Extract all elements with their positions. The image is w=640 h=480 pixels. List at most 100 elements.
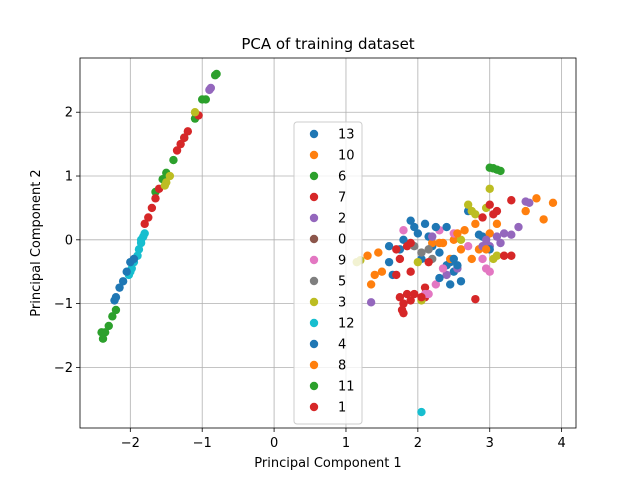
legend-marker <box>309 402 319 412</box>
legend-marker <box>309 150 319 160</box>
data-point <box>463 200 473 209</box>
data-point <box>399 308 408 318</box>
data-point <box>453 229 462 238</box>
data-point <box>110 296 119 305</box>
data-point <box>492 219 502 229</box>
data-point <box>183 127 193 136</box>
data-point <box>406 296 415 305</box>
data-point <box>456 245 466 254</box>
data-point <box>449 235 458 245</box>
data-point <box>499 229 509 238</box>
data-point <box>499 251 509 260</box>
data-point <box>485 229 494 238</box>
data-point <box>492 232 502 241</box>
series-2 <box>366 197 534 307</box>
data-point <box>485 267 494 276</box>
data-point <box>417 248 426 257</box>
data-point <box>456 277 466 286</box>
legend-label: 0 <box>338 233 346 248</box>
data-point <box>144 213 153 222</box>
data-point <box>496 166 505 176</box>
data-point <box>406 238 415 248</box>
legend-label: 5 <box>338 275 346 290</box>
data-point <box>496 238 505 248</box>
data-point <box>98 334 108 343</box>
data-point <box>97 328 106 337</box>
legend-label: 2 <box>338 212 346 227</box>
data-point <box>210 71 220 80</box>
data-point <box>122 267 131 276</box>
data-point <box>481 235 491 245</box>
data-point <box>180 133 189 142</box>
data-point <box>413 257 423 267</box>
data-point <box>392 270 401 280</box>
data-point <box>431 280 441 289</box>
x-tick-label: 3 <box>486 436 494 451</box>
x-tick-label: 1 <box>342 436 350 451</box>
legend-label: 13 <box>338 128 355 143</box>
data-point <box>399 235 408 245</box>
data-point <box>489 164 498 173</box>
data-point <box>507 196 516 205</box>
data-point <box>363 251 372 260</box>
legend-marker <box>309 192 319 202</box>
series-4 <box>110 254 139 305</box>
data-point <box>136 235 146 245</box>
data-point <box>410 289 419 299</box>
legend-label: 4 <box>338 338 346 353</box>
series-3 <box>160 108 200 190</box>
data-point <box>115 283 124 292</box>
data-point <box>399 226 408 235</box>
data-point <box>147 203 157 213</box>
series-1 <box>140 111 516 302</box>
data-point <box>460 226 469 235</box>
legend-marker <box>309 213 319 223</box>
data-point <box>521 206 530 216</box>
legend-marker <box>309 276 319 286</box>
series-8 <box>374 194 558 276</box>
data-point <box>420 219 430 229</box>
data-point <box>104 321 113 331</box>
data-point <box>492 206 502 216</box>
plot-area-frame <box>79 57 577 429</box>
data-point <box>395 254 405 264</box>
data-point <box>481 245 491 254</box>
legend-marker <box>309 360 319 370</box>
legend-label: 12 <box>338 317 355 332</box>
data-point <box>384 257 394 267</box>
data-point <box>474 230 484 239</box>
data-point <box>435 238 444 248</box>
data-point <box>165 171 175 181</box>
data-point <box>206 83 216 93</box>
data-point <box>366 298 376 307</box>
data-point <box>198 95 207 104</box>
legend-label: 8 <box>338 359 346 374</box>
data-point <box>406 267 415 276</box>
x-tick-label: 0 <box>270 436 278 451</box>
data-point <box>108 312 117 321</box>
data-point <box>507 230 516 239</box>
data-point <box>428 232 437 241</box>
legend-marker <box>309 255 319 265</box>
legend-marker <box>309 318 319 328</box>
data-point <box>492 251 502 260</box>
y-tick-label: 2 <box>65 106 73 121</box>
data-point <box>507 251 516 260</box>
legend-label: 6 <box>338 170 346 185</box>
y-axis-label: Principal Component 2 <box>29 169 44 316</box>
y-tick-label: 0 <box>65 233 73 248</box>
series-2 <box>205 83 216 95</box>
data-point <box>435 273 444 283</box>
data-point <box>366 280 376 289</box>
data-point <box>169 155 178 165</box>
data-point <box>140 219 149 229</box>
x-axis-label: Principal Component 1 <box>254 456 401 471</box>
data-point <box>453 261 462 270</box>
data-point <box>420 283 430 292</box>
data-point <box>548 198 558 208</box>
data-point <box>176 139 185 149</box>
data-point <box>467 254 476 264</box>
